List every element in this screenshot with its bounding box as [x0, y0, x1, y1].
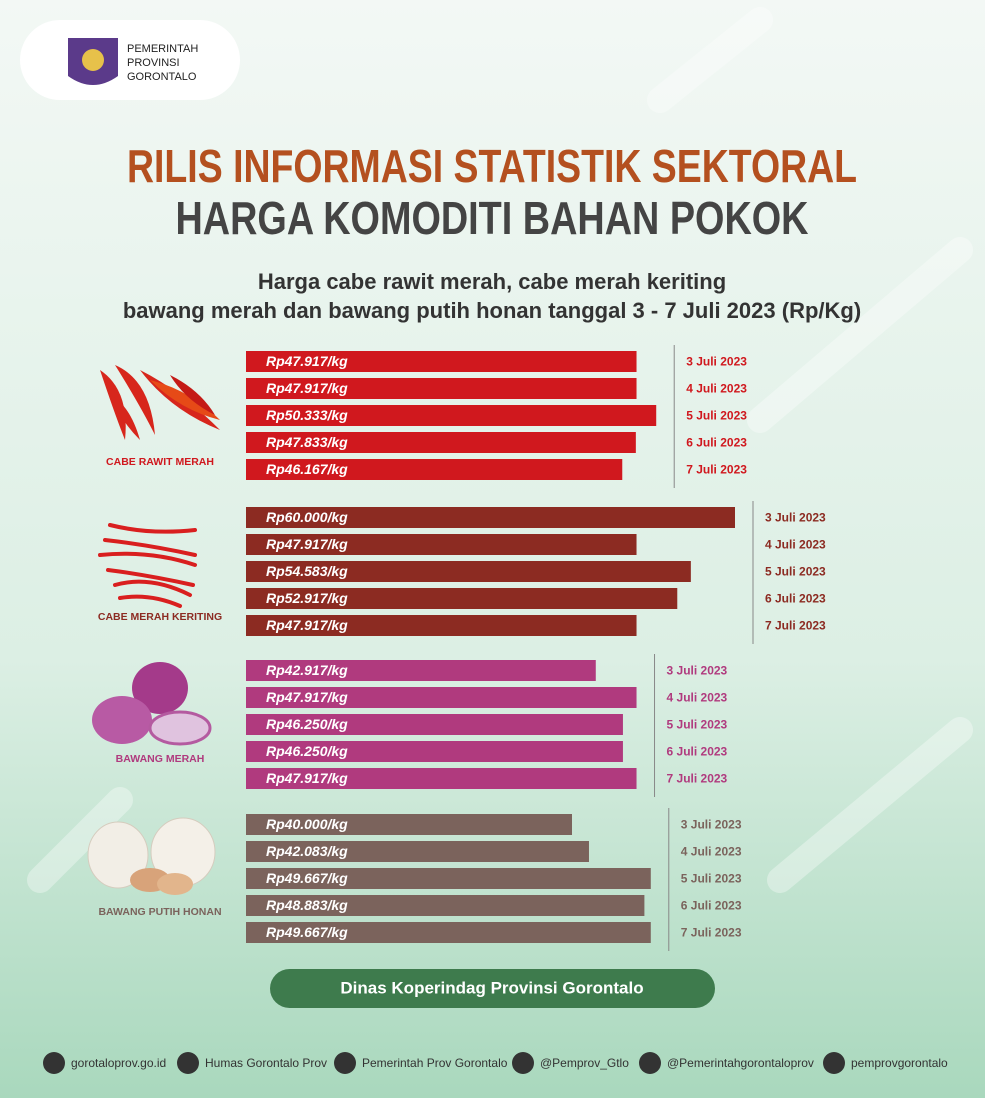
value-label: Rp46.167/kg [266, 461, 348, 477]
bar [246, 534, 637, 555]
value-label: Rp47.917/kg [266, 689, 348, 705]
value-label: Rp49.667/kg [266, 924, 348, 940]
date-label: 6 Juli 2023 [686, 436, 747, 450]
date-label: 5 Juli 2023 [686, 409, 747, 423]
subtitle: Harga cabe rawit merah, cabe merah kerit… [258, 269, 726, 294]
value-label: Rp47.917/kg [266, 536, 348, 552]
date-label: 7 Juli 2023 [667, 772, 728, 786]
date-label: 7 Juli 2023 [681, 926, 742, 940]
bar [246, 714, 623, 735]
bar [246, 378, 637, 399]
decor [27, 7, 973, 893]
bar [246, 741, 623, 762]
bar [246, 868, 651, 889]
value-label: Rp42.917/kg [266, 662, 348, 678]
chili-image [100, 365, 220, 440]
garlic-image [87, 817, 216, 895]
link-icon [43, 1052, 65, 1074]
value-label: Rp46.250/kg [266, 716, 348, 732]
bar [246, 561, 691, 582]
bar [246, 687, 637, 708]
value-label: Rp49.667/kg [266, 870, 348, 886]
value-label: Rp47.917/kg [266, 353, 348, 369]
bar [246, 588, 678, 609]
link-text: pemprovgorontalo [851, 1056, 948, 1070]
link-text: Humas Gorontalo Prov [205, 1056, 327, 1070]
value-label: Rp48.883/kg [266, 897, 348, 913]
link-text: @Pemprov_Gtlo [540, 1056, 629, 1070]
bar [246, 405, 657, 426]
footer-links: gorotaloprov.go.id Humas Gorontalo Prov Pe… [43, 1052, 948, 1074]
subtitle: bawang merah dan bawang putih honan tang… [123, 298, 861, 323]
bar [246, 814, 572, 835]
agency-pill [270, 969, 715, 1008]
shallot-image [92, 662, 212, 746]
date-label: 3 Juli 2023 [667, 664, 728, 678]
date-label: 3 Juli 2023 [686, 355, 747, 369]
bar [246, 660, 596, 681]
bar [246, 768, 637, 789]
bar [246, 841, 589, 862]
bar [246, 922, 651, 943]
link-icon [177, 1052, 199, 1074]
value-label: Rp40.000/kg [266, 816, 348, 832]
bar [246, 351, 637, 372]
date-label: 5 Juli 2023 [667, 718, 728, 732]
title: RILIS INFORMASI STATISTIK SEKTORAL [127, 140, 857, 192]
curly-chili-image [98, 523, 197, 608]
bar [246, 615, 637, 636]
date-label: 7 Juli 2023 [686, 463, 747, 477]
date-label: 3 Juli 2023 [681, 818, 742, 832]
date-label: 4 Juli 2023 [765, 538, 826, 552]
value-label: Rp47.833/kg [266, 434, 348, 450]
value-label: Rp52.917/kg [266, 590, 348, 606]
date-label: 5 Juli 2023 [681, 872, 742, 886]
value-label: Rp47.917/kg [266, 380, 348, 396]
value-label: Rp54.583/kg [266, 563, 348, 579]
date-label: 6 Juli 2023 [681, 899, 742, 913]
logo-emblem [82, 49, 104, 71]
link-icon [639, 1052, 661, 1074]
link-icon [512, 1052, 534, 1074]
bar [246, 507, 735, 528]
link-text: gorotaloprov.go.id [71, 1056, 166, 1070]
link-icon [334, 1052, 356, 1074]
date-label: 3 Juli 2023 [765, 511, 826, 525]
group-label: CABE MERAH KERITING [98, 611, 222, 623]
group-label: CABE RAWIT MERAH [106, 456, 214, 468]
date-label: 6 Juli 2023 [765, 592, 826, 606]
date-label: 4 Juli 2023 [686, 382, 747, 396]
logo-text: PEMERINTAH [127, 43, 198, 55]
value-label: Rp47.917/kg [266, 770, 348, 786]
value-label: Rp46.250/kg [266, 743, 348, 759]
logo-text: PROVINSI [127, 57, 180, 69]
bar [246, 459, 623, 480]
link-text: @Pemerintahgorontaloprov [667, 1056, 814, 1070]
bar [246, 432, 636, 453]
date-label: 5 Juli 2023 [765, 565, 826, 579]
value-label: Rp50.333/kg [266, 407, 348, 423]
link-icon [823, 1052, 845, 1074]
date-label: 7 Juli 2023 [765, 619, 826, 633]
group-label: BAWANG MERAH [116, 753, 205, 765]
value-label: Rp42.083/kg [266, 843, 348, 859]
date-label: 4 Juli 2023 [667, 691, 728, 705]
agency: Dinas Koperindag Provinsi Gorontalo [340, 978, 643, 997]
value-label: Rp60.000/kg [266, 509, 348, 525]
value-label: Rp47.917/kg [266, 617, 348, 633]
title-2: HARGA KOMODITI BAHAN POKOK [176, 192, 809, 244]
date-label: 6 Juli 2023 [667, 745, 728, 759]
link-text: Pemerintah Prov Gorontalo [362, 1056, 508, 1070]
logo-text: GORONTALO [127, 71, 197, 83]
group-label: BAWANG PUTIH HONAN [98, 906, 221, 918]
date-label: 4 Juli 2023 [681, 845, 742, 859]
bar [246, 895, 645, 916]
